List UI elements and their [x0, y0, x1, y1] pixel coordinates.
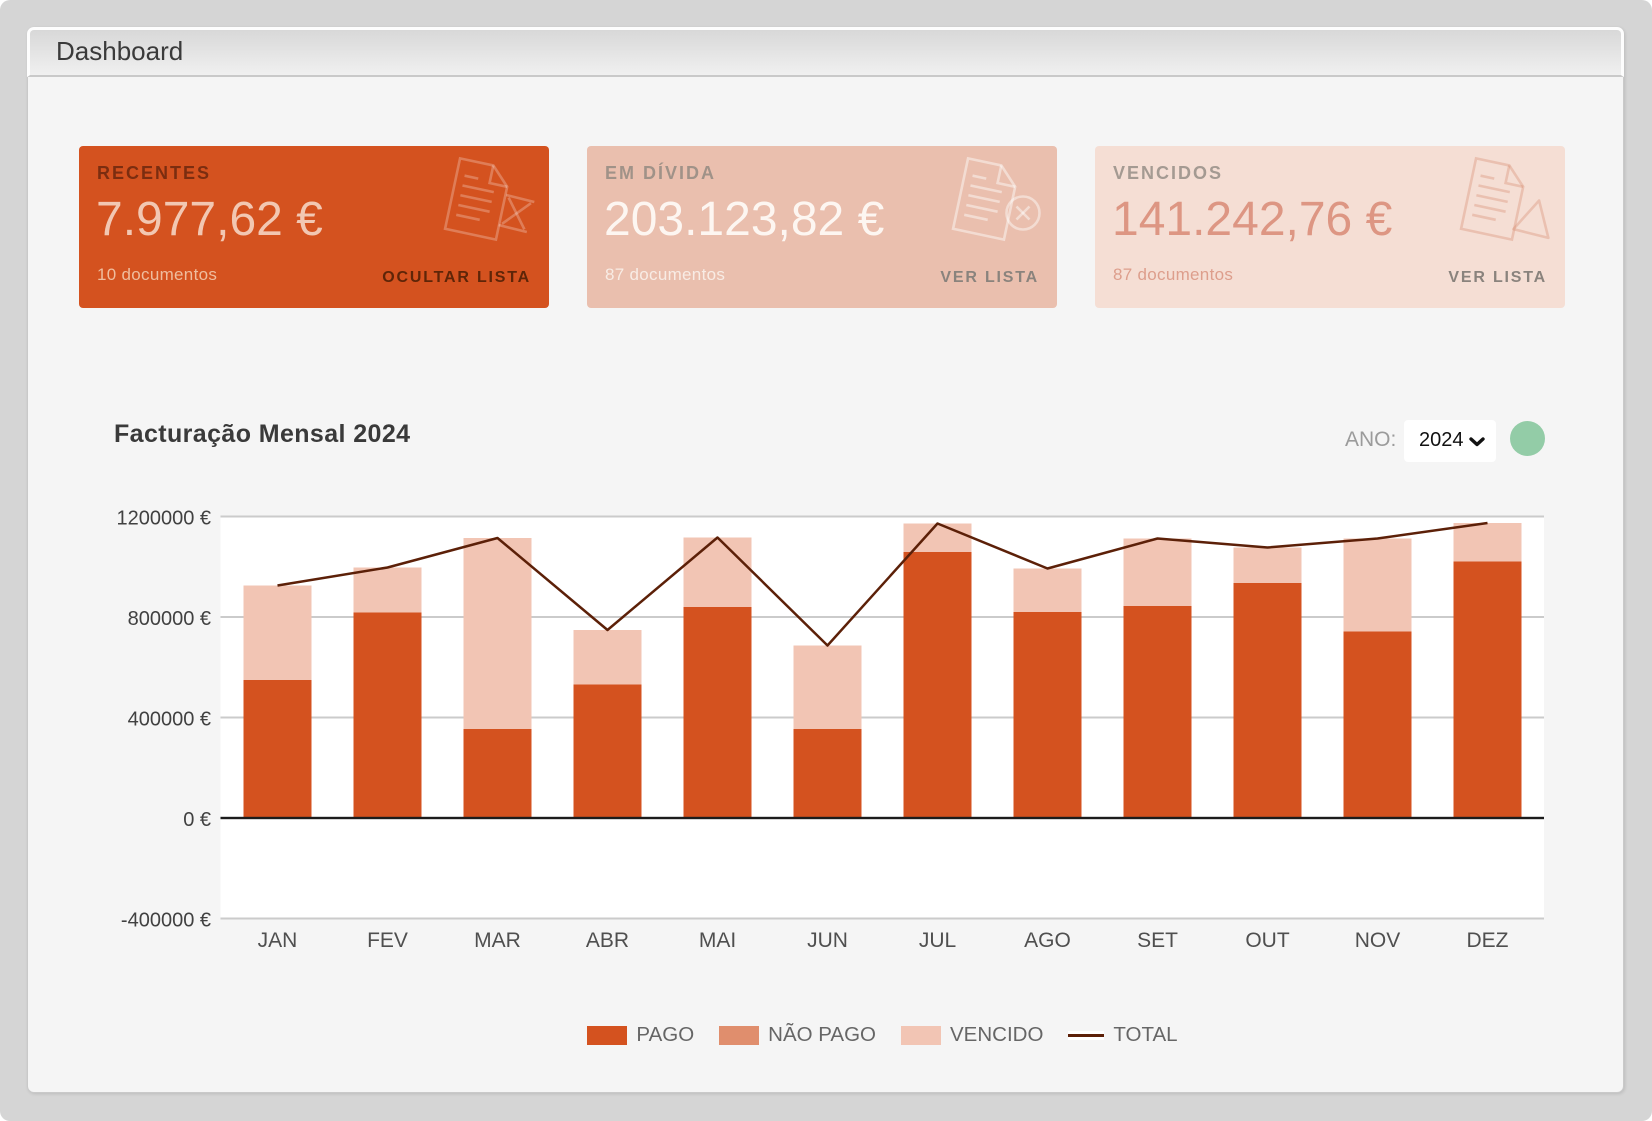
- svg-text:400000 €: 400000 €: [128, 709, 211, 731]
- svg-text:AGO: AGO: [1024, 929, 1071, 952]
- svg-text:DEZ: DEZ: [1467, 929, 1509, 952]
- svg-text:JUL: JUL: [919, 929, 956, 952]
- svg-text:JAN: JAN: [258, 929, 298, 952]
- svg-text:NOV: NOV: [1355, 929, 1401, 952]
- svg-text:-400000 €: -400000 €: [121, 910, 211, 932]
- svg-text:MAR: MAR: [474, 929, 521, 952]
- svg-text:800000 €: 800000 €: [128, 608, 211, 630]
- svg-text:OUT: OUT: [1245, 929, 1290, 952]
- svg-text:1200000 €: 1200000 €: [116, 508, 211, 530]
- svg-text:MAI: MAI: [699, 929, 736, 952]
- svg-text:ABR: ABR: [586, 929, 629, 952]
- svg-text:FEV: FEV: [367, 929, 408, 952]
- svg-text:0 €: 0 €: [183, 809, 211, 831]
- svg-text:SET: SET: [1137, 929, 1178, 952]
- svg-text:JUN: JUN: [807, 929, 848, 952]
